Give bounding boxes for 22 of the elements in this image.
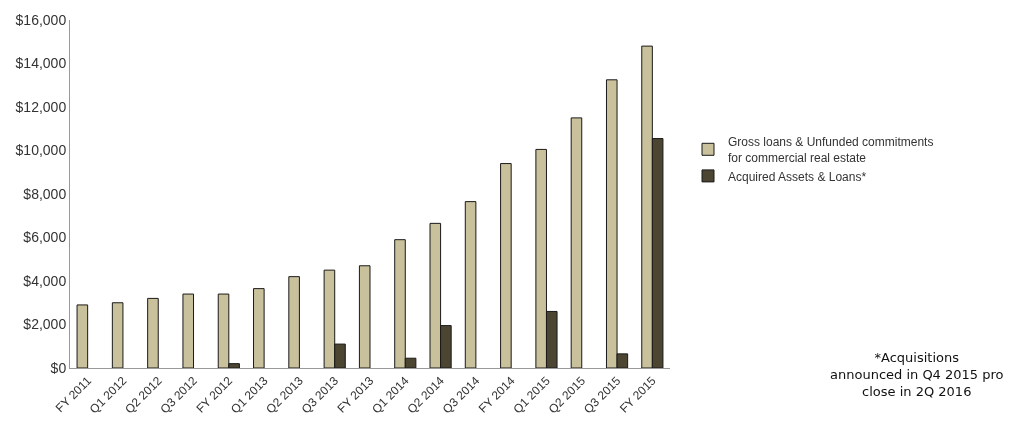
bar [111, 302, 124, 368]
legend-label: Acquired Assets & Loans* [728, 169, 867, 184]
y-tick-label: $16,000 [15, 11, 67, 28]
bar [182, 293, 195, 368]
y-tick-label: $14,000 [15, 55, 67, 72]
bar [358, 265, 371, 368]
y-tick-label: $12,000 [15, 98, 67, 115]
bar [76, 304, 89, 368]
y-tick-label: $4,000 [23, 272, 67, 289]
y-tick-label: $8,000 [23, 185, 67, 202]
y-tick-label: $2,000 [23, 316, 67, 333]
bar [288, 276, 300, 368]
y-tick-label: $6,000 [23, 229, 67, 246]
legend-label: Gross loans & Unfunded commitments for commercial real estate [728, 135, 934, 165]
y-tick-label: $0 [50, 359, 67, 376]
bar [253, 288, 265, 368]
text: *Acquisitions announced in Q4 2015 pro close in 2Q 2016 [830, 350, 1004, 399]
bar [570, 117, 583, 368]
bar [500, 163, 512, 368]
y-tick-label: $10,000 [15, 142, 67, 159]
bar [147, 297, 159, 368]
bar [464, 201, 477, 368]
